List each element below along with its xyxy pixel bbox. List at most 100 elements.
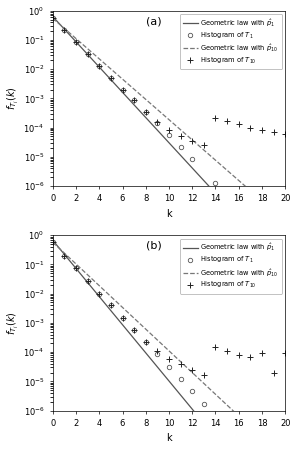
Geometric law with $\hat{p}_1$ <box>75 266 78 272</box>
Histogram of $T_1$ <box>132 97 136 102</box>
Geometric law with $\hat{p}_1$ <box>51 238 54 243</box>
Line: Histogram of $T_{10}$: Histogram of $T_{10}$ <box>50 15 288 148</box>
Histogram of $T_1$ <box>214 414 217 419</box>
Histogram of $T_{10}$ <box>283 351 287 356</box>
Histogram of $T_{10}$ <box>260 128 264 133</box>
Histogram of $T_{10}$ <box>202 373 206 378</box>
Histogram of $T_{10}$ <box>74 266 78 271</box>
Histogram of $T_{10}$ <box>121 315 124 321</box>
Histogram of $T_{10}$ <box>144 339 147 345</box>
Geometric law with $\hat{p}_1$ <box>51 14 54 19</box>
Histogram of $T_{10}$ <box>249 354 252 359</box>
Histogram of $T_{10}$ <box>167 356 171 361</box>
Histogram of $T_{10}$ <box>272 129 275 135</box>
Geometric law with $\hat{p}_1$ <box>232 211 236 216</box>
Histogram of $T_{10}$ <box>237 352 240 358</box>
Histogram of $T_{10}$ <box>97 63 101 69</box>
Legend: Geometric law with $\hat{p}_1$, Histogram of $T_1$, Geometric law with $\hat{p}_: Geometric law with $\hat{p}_1$, Histogra… <box>180 14 282 69</box>
Histogram of $T_{10}$ <box>179 134 182 139</box>
Line: Histogram of $T_1$: Histogram of $T_1$ <box>51 15 241 206</box>
X-axis label: k: k <box>166 433 172 444</box>
Histogram of $T_1$ <box>156 121 159 126</box>
Geometric law with $\hat{p}_1$ <box>153 361 157 367</box>
Histogram of $T_{10}$ <box>156 120 159 125</box>
Geometric law with $\hat{p}_1$ <box>237 215 240 220</box>
Geometric law with $\hat{p}_{10}$ <box>51 240 54 245</box>
Histogram of $T_1$ <box>167 132 171 138</box>
Histogram of $T_{10}$ <box>144 109 147 114</box>
Geometric law with $\hat{p}_{10}$ <box>75 36 78 42</box>
Histogram of $T_{10}$ <box>121 87 124 92</box>
Geometric law with $\hat{p}_{10}$ <box>153 335 157 341</box>
Histogram of $T_{10}$ <box>109 303 113 308</box>
Histogram of $T_1$ <box>132 327 136 333</box>
Histogram of $T_1$ <box>63 253 66 259</box>
Text: (b): (b) <box>146 241 162 251</box>
Histogram of $T_1$ <box>167 364 171 369</box>
Geometric law with $\hat{p}_1$ <box>211 431 214 436</box>
Geometric law with $\hat{p}_1$ <box>145 116 149 121</box>
Histogram of $T_1$ <box>156 352 159 357</box>
Histogram of $T_1$ <box>237 201 240 207</box>
Histogram of $T_{10}$ <box>97 291 101 296</box>
Histogram of $T_1$ <box>74 40 78 45</box>
Histogram of $T_{10}$ <box>283 132 287 137</box>
Histogram of $T_1$ <box>179 376 182 382</box>
Geometric law with $\hat{p}_{10}$ <box>145 97 149 103</box>
Histogram of $T_{10}$ <box>237 122 240 127</box>
Histogram of $T_{10}$ <box>202 142 206 148</box>
Histogram of $T_1$ <box>144 109 147 114</box>
Geometric law with $\hat{p}_{10}$ <box>145 327 149 333</box>
Histogram of $T_{10}$ <box>156 348 159 354</box>
Histogram of $T_{10}$ <box>63 27 66 33</box>
Histogram of $T_1$ <box>63 27 66 33</box>
Histogram of $T_1$ <box>121 315 124 321</box>
Geometric law with $\hat{p}_{10}$ <box>51 16 54 21</box>
Histogram of $T_{10}$ <box>51 240 54 245</box>
Line: Geometric law with $\hat{p}_{10}$: Geometric law with $\hat{p}_{10}$ <box>53 18 285 221</box>
Histogram of $T_1$ <box>237 438 240 444</box>
Histogram of $T_1$ <box>214 180 217 185</box>
Histogram of $T_{10}$ <box>74 40 78 45</box>
Histogram of $T_1$ <box>109 303 113 308</box>
X-axis label: k: k <box>166 209 172 219</box>
Geometric law with $\hat{p}_{10}$ <box>211 389 214 394</box>
Y-axis label: $f_{T_i}(k)$: $f_{T_i}(k)$ <box>6 311 21 335</box>
Geometric law with $\hat{p}_{10}$ <box>75 262 78 267</box>
Histogram of $T_1$ <box>97 63 101 69</box>
Histogram of $T_1$ <box>121 87 124 92</box>
Histogram of $T_1$ <box>86 278 89 284</box>
Line: Histogram of $T_{10}$: Histogram of $T_{10}$ <box>50 240 288 378</box>
Legend: Geometric law with $\hat{p}_1$, Histogram of $T_1$, Geometric law with $\hat{p}_: Geometric law with $\hat{p}_1$, Histogra… <box>180 238 282 294</box>
Line: Geometric law with $\hat{p}_1$: Geometric law with $\hat{p}_1$ <box>53 240 285 449</box>
Histogram of $T_1$ <box>51 15 54 20</box>
Histogram of $T_{10}$ <box>260 351 264 356</box>
Histogram of $T_{10}$ <box>214 115 217 120</box>
Histogram of $T_{10}$ <box>225 118 229 123</box>
Histogram of $T_{10}$ <box>132 97 136 102</box>
Histogram of $T_1$ <box>109 75 113 81</box>
Histogram of $T_{10}$ <box>249 125 252 130</box>
Histogram of $T_{10}$ <box>86 51 89 57</box>
Geometric law with $\hat{p}_{10}$ <box>283 218 287 224</box>
Histogram of $T_{10}$ <box>225 348 229 354</box>
Geometric law with $\hat{p}_{10}$ <box>237 413 240 418</box>
Histogram of $T_{10}$ <box>51 15 54 20</box>
Line: Histogram of $T_1$: Histogram of $T_1$ <box>51 240 241 443</box>
Histogram of $T_{10}$ <box>86 278 89 284</box>
Line: Geometric law with $\hat{p}_{10}$: Geometric law with $\hat{p}_{10}$ <box>53 242 285 449</box>
Geometric law with $\hat{p}_{10}$ <box>232 174 236 179</box>
Histogram of $T_1$ <box>190 389 194 394</box>
Geometric law with $\hat{p}_{10}$ <box>153 105 157 110</box>
Geometric law with $\hat{p}_{10}$ <box>211 155 214 160</box>
Geometric law with $\hat{p}_{10}$ <box>237 177 240 183</box>
Histogram of $T_1$ <box>74 266 78 271</box>
Geometric law with $\hat{p}_1$ <box>145 352 149 357</box>
Y-axis label: $f_{T_i}(k)$: $f_{T_i}(k)$ <box>6 87 21 110</box>
Histogram of $T_1$ <box>51 240 54 245</box>
Geometric law with $\hat{p}_1$ <box>75 40 78 45</box>
Histogram of $T_1$ <box>144 339 147 345</box>
Histogram of $T_1$ <box>190 156 194 162</box>
Histogram of $T_{10}$ <box>179 362 182 367</box>
Text: (a): (a) <box>146 16 161 26</box>
